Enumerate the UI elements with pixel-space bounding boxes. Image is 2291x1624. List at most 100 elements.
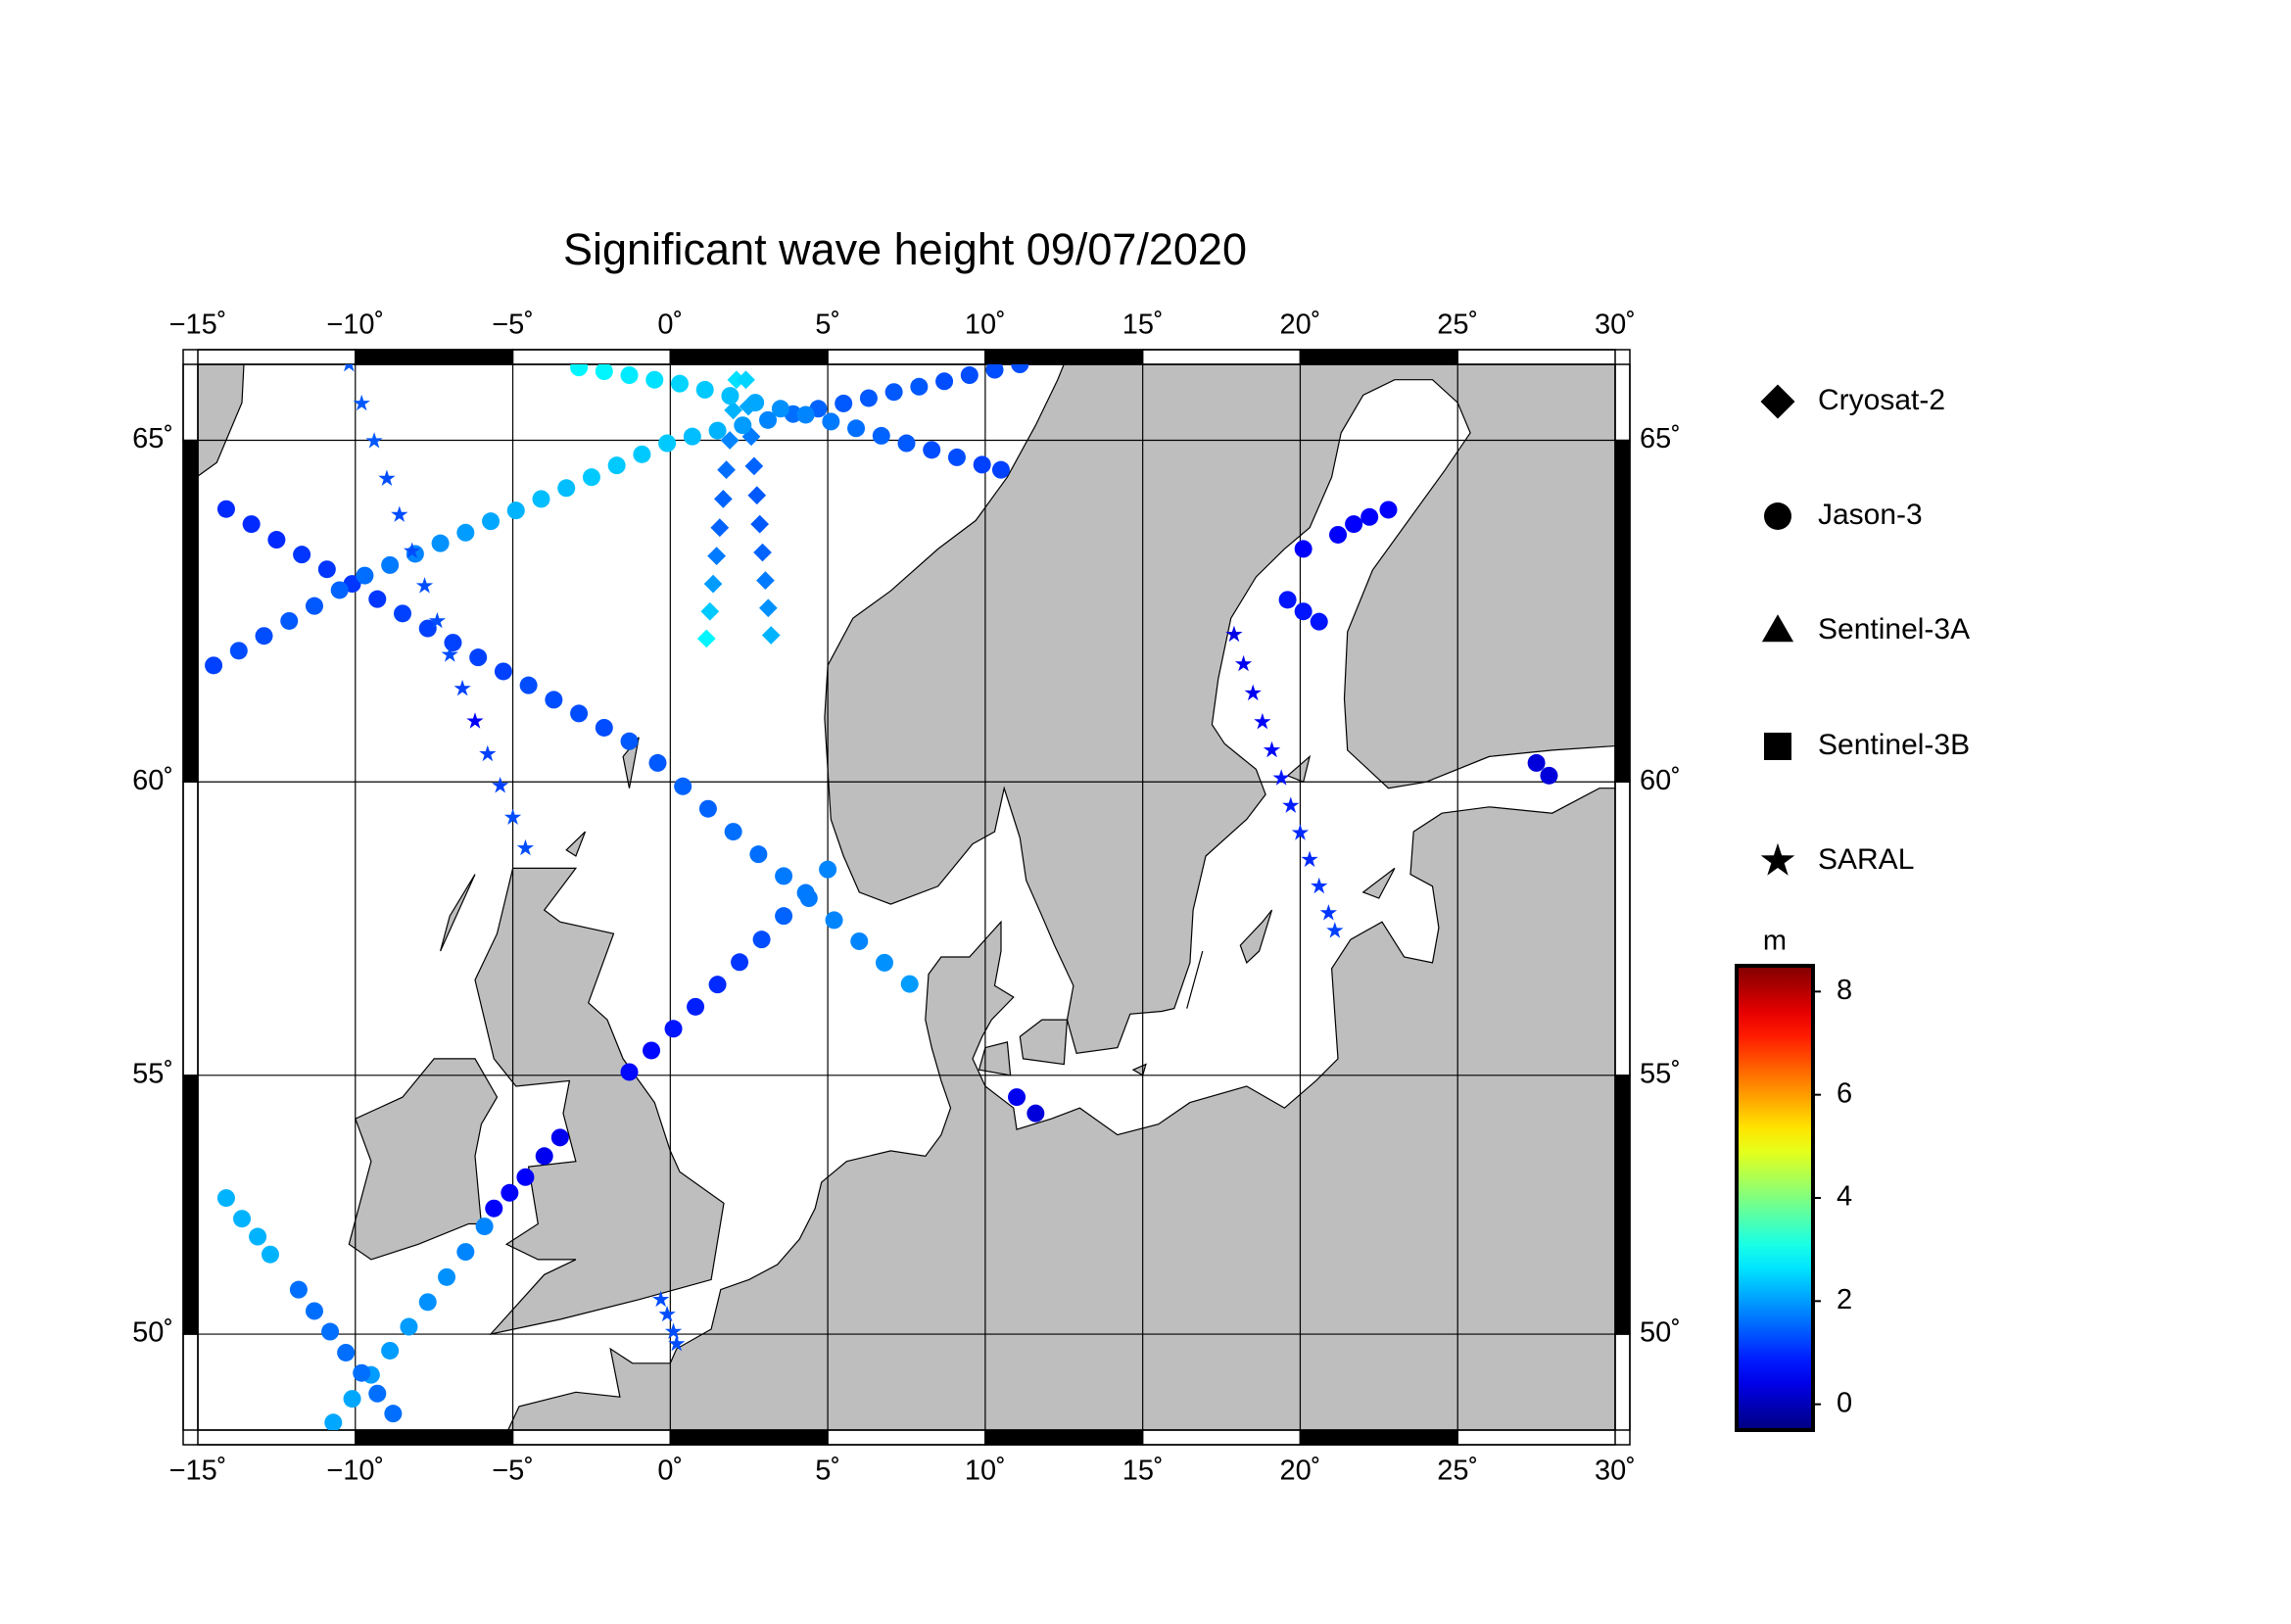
colorbar-tick-label: 0 xyxy=(1837,1387,1852,1418)
data-point xyxy=(668,1334,686,1352)
data-point xyxy=(872,426,890,445)
legend-marker xyxy=(1760,842,1795,876)
data-point xyxy=(482,512,501,531)
data-point xyxy=(756,571,775,590)
data-point xyxy=(216,500,235,518)
data-point xyxy=(947,448,966,466)
frame-segment xyxy=(197,349,357,365)
data-point xyxy=(648,753,667,772)
data-point xyxy=(1319,904,1337,921)
data-point xyxy=(1294,540,1313,558)
data-point xyxy=(368,590,387,608)
data-point xyxy=(570,364,589,377)
land xyxy=(348,1058,499,1261)
x-tick-label: −15˚ xyxy=(169,310,227,341)
data-point xyxy=(1291,824,1310,840)
data-point xyxy=(674,777,692,795)
data-point xyxy=(1234,654,1253,672)
data-point xyxy=(516,1168,535,1186)
data-point xyxy=(415,577,434,594)
data-point xyxy=(731,953,749,972)
data-point xyxy=(384,1405,403,1423)
data-point xyxy=(229,642,248,660)
data-point xyxy=(353,1363,371,1382)
frame-segment xyxy=(182,439,199,784)
data-point xyxy=(267,531,286,549)
data-point xyxy=(550,1128,569,1147)
frame-segment xyxy=(1614,1333,1631,1431)
data-point xyxy=(289,1280,308,1299)
data-point xyxy=(501,1183,519,1202)
data-point xyxy=(1329,525,1348,544)
data-point xyxy=(1008,1088,1026,1107)
tracks xyxy=(205,364,1558,1430)
x-tick-label: 20˚ xyxy=(1279,310,1320,341)
frame-segment xyxy=(182,363,199,442)
frame-segment xyxy=(182,781,199,1076)
data-point xyxy=(431,534,450,552)
data-point xyxy=(456,523,475,542)
land xyxy=(198,364,245,477)
data-point xyxy=(444,634,462,652)
data-point xyxy=(753,543,772,562)
data-point xyxy=(695,380,714,399)
data-point xyxy=(1326,922,1344,938)
data-point xyxy=(620,1063,639,1081)
legend-label: SARAL xyxy=(1818,843,1914,876)
data-point xyxy=(1527,753,1546,772)
data-point xyxy=(633,445,651,463)
land xyxy=(1019,1019,1069,1066)
legend-marker xyxy=(1761,614,1794,643)
data-point xyxy=(1360,507,1379,526)
colorbar-tick-label: 2 xyxy=(1837,1284,1852,1315)
data-point xyxy=(1263,740,1281,758)
data-point xyxy=(796,884,815,902)
data-point xyxy=(381,1341,400,1360)
x-tick-label: 30˚ xyxy=(1595,310,1636,341)
x-tick-label: 25˚ xyxy=(1437,1456,1478,1487)
frame-segment xyxy=(984,1429,1144,1446)
y-tick-label: 50˚ xyxy=(132,1317,173,1349)
frame-segment xyxy=(511,349,672,365)
data-point xyxy=(1225,625,1243,643)
frame-segment xyxy=(182,1333,199,1431)
data-point xyxy=(752,931,771,949)
data-point xyxy=(242,515,261,534)
data-point xyxy=(991,460,1010,479)
data-point xyxy=(1011,364,1029,373)
x-tick-label: −5˚ xyxy=(492,1456,534,1487)
land xyxy=(1286,754,1312,784)
land xyxy=(507,788,1615,1430)
data-point xyxy=(750,514,769,534)
data-point xyxy=(1254,712,1271,730)
data-point xyxy=(664,1020,683,1038)
data-point xyxy=(850,931,869,950)
data-point xyxy=(305,1302,323,1320)
data-point xyxy=(658,1305,676,1322)
data-point xyxy=(720,431,740,450)
frame-segment xyxy=(511,1429,672,1446)
data-point xyxy=(535,1147,553,1166)
data-point xyxy=(707,547,726,565)
data-point xyxy=(324,1413,343,1430)
data-point xyxy=(708,421,727,440)
frame-segment xyxy=(1141,349,1302,365)
data-point xyxy=(485,1199,503,1218)
data-point xyxy=(469,648,488,667)
data-point xyxy=(255,627,273,645)
data-point xyxy=(456,1243,475,1262)
data-point xyxy=(532,490,550,508)
y-tick-label: 65˚ xyxy=(1640,423,1681,454)
frame-segment xyxy=(1456,1429,1616,1446)
x-tick-label: 15˚ xyxy=(1122,310,1164,341)
data-point xyxy=(884,383,903,402)
data-point xyxy=(935,372,954,391)
land-layer xyxy=(198,364,1615,1430)
frame-segment xyxy=(984,349,1144,365)
frame-segment xyxy=(669,1429,829,1446)
legend-marker xyxy=(1764,733,1791,760)
data-point xyxy=(664,1322,683,1339)
data-point xyxy=(494,662,512,681)
data-point xyxy=(582,468,600,487)
data-point xyxy=(761,626,781,645)
